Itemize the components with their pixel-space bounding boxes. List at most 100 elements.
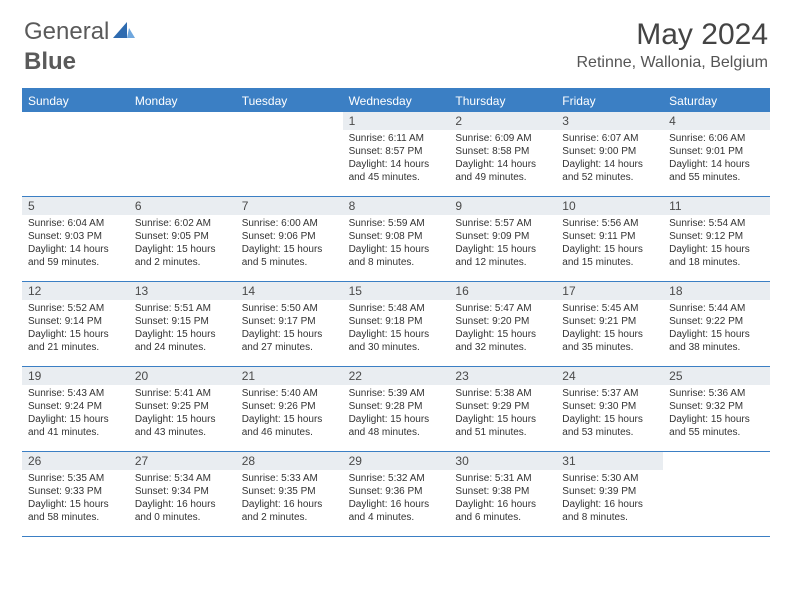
sunrise-text: Sunrise: 5:47 AM: [455, 302, 550, 315]
daylight-text: Daylight: 15 hours and 24 minutes.: [135, 328, 230, 354]
sunrise-text: Sunrise: 6:02 AM: [135, 217, 230, 230]
day-cell: 1Sunrise: 6:11 AMSunset: 8:57 PMDaylight…: [343, 112, 450, 196]
sunset-text: Sunset: 9:34 PM: [135, 485, 230, 498]
daylight-text: Daylight: 15 hours and 5 minutes.: [242, 243, 337, 269]
daylight-text: Daylight: 14 hours and 45 minutes.: [349, 158, 444, 184]
day-body: Sunrise: 5:54 AMSunset: 9:12 PMDaylight:…: [663, 215, 770, 273]
sunset-text: Sunset: 9:39 PM: [562, 485, 657, 498]
daylight-text: Daylight: 15 hours and 2 minutes.: [135, 243, 230, 269]
daylight-text: Daylight: 15 hours and 8 minutes.: [349, 243, 444, 269]
day-number: 5: [22, 197, 129, 215]
day-number: 29: [343, 452, 450, 470]
sunset-text: Sunset: 9:26 PM: [242, 400, 337, 413]
sunset-text: Sunset: 9:09 PM: [455, 230, 550, 243]
day-cell: 5Sunrise: 6:04 AMSunset: 9:03 PMDaylight…: [22, 197, 129, 281]
day-body: Sunrise: 5:45 AMSunset: 9:21 PMDaylight:…: [556, 300, 663, 358]
sunset-text: Sunset: 9:14 PM: [28, 315, 123, 328]
weeks-container: 1Sunrise: 6:11 AMSunset: 8:57 PMDaylight…: [22, 112, 770, 537]
sunset-text: Sunset: 9:18 PM: [349, 315, 444, 328]
day-body: Sunrise: 6:11 AMSunset: 8:57 PMDaylight:…: [343, 130, 450, 188]
day-cell: 13Sunrise: 5:51 AMSunset: 9:15 PMDayligh…: [129, 282, 236, 366]
dayname-fri: Friday: [556, 90, 663, 112]
day-number: 1: [343, 112, 450, 130]
day-number: 20: [129, 367, 236, 385]
daylight-text: Daylight: 15 hours and 12 minutes.: [455, 243, 550, 269]
day-cell: 14Sunrise: 5:50 AMSunset: 9:17 PMDayligh…: [236, 282, 343, 366]
sunset-text: Sunset: 9:35 PM: [242, 485, 337, 498]
day-number: 8: [343, 197, 450, 215]
daylight-text: Daylight: 15 hours and 53 minutes.: [562, 413, 657, 439]
sunrise-text: Sunrise: 5:38 AM: [455, 387, 550, 400]
day-cell: 3Sunrise: 6:07 AMSunset: 9:00 PMDaylight…: [556, 112, 663, 196]
sunrise-text: Sunrise: 5:33 AM: [242, 472, 337, 485]
sunrise-text: Sunrise: 5:59 AM: [349, 217, 444, 230]
sunset-text: Sunset: 9:30 PM: [562, 400, 657, 413]
sunset-text: Sunset: 9:21 PM: [562, 315, 657, 328]
day-number: 27: [129, 452, 236, 470]
daylight-text: Daylight: 15 hours and 58 minutes.: [28, 498, 123, 524]
sunrise-text: Sunrise: 5:50 AM: [242, 302, 337, 315]
sunset-text: Sunset: 9:05 PM: [135, 230, 230, 243]
day-number: 26: [22, 452, 129, 470]
header: General May 2024 Retinne, Wallonia, Belg…: [0, 0, 792, 80]
daylight-text: Daylight: 16 hours and 0 minutes.: [135, 498, 230, 524]
day-cell: 23Sunrise: 5:38 AMSunset: 9:29 PMDayligh…: [449, 367, 556, 451]
sunrise-text: Sunrise: 5:39 AM: [349, 387, 444, 400]
day-number: 7: [236, 197, 343, 215]
title-block: May 2024 Retinne, Wallonia, Belgium: [577, 18, 769, 72]
sunrise-text: Sunrise: 5:45 AM: [562, 302, 657, 315]
sunrise-text: Sunrise: 6:11 AM: [349, 132, 444, 145]
sunrise-text: Sunrise: 5:31 AM: [455, 472, 550, 485]
day-cell: 7Sunrise: 6:00 AMSunset: 9:06 PMDaylight…: [236, 197, 343, 281]
daylight-text: Daylight: 15 hours and 55 minutes.: [669, 413, 764, 439]
day-body: Sunrise: 5:48 AMSunset: 9:18 PMDaylight:…: [343, 300, 450, 358]
dayname-row: Sunday Monday Tuesday Wednesday Thursday…: [22, 90, 770, 112]
daylight-text: Daylight: 15 hours and 48 minutes.: [349, 413, 444, 439]
day-number: 11: [663, 197, 770, 215]
day-cell: 28Sunrise: 5:33 AMSunset: 9:35 PMDayligh…: [236, 452, 343, 536]
day-cell: 12Sunrise: 5:52 AMSunset: 9:14 PMDayligh…: [22, 282, 129, 366]
sunset-text: Sunset: 9:06 PM: [242, 230, 337, 243]
daylight-text: Daylight: 14 hours and 52 minutes.: [562, 158, 657, 184]
day-cell: 4Sunrise: 6:06 AMSunset: 9:01 PMDaylight…: [663, 112, 770, 196]
sunrise-text: Sunrise: 5:40 AM: [242, 387, 337, 400]
sunset-text: Sunset: 9:22 PM: [669, 315, 764, 328]
day-number: 2: [449, 112, 556, 130]
day-number: 21: [236, 367, 343, 385]
logo-text-1: General: [24, 18, 109, 46]
day-body: Sunrise: 5:34 AMSunset: 9:34 PMDaylight:…: [129, 470, 236, 528]
daylight-text: Daylight: 16 hours and 4 minutes.: [349, 498, 444, 524]
day-body: Sunrise: 5:31 AMSunset: 9:38 PMDaylight:…: [449, 470, 556, 528]
day-body: Sunrise: 5:59 AMSunset: 9:08 PMDaylight:…: [343, 215, 450, 273]
daylight-text: Daylight: 14 hours and 59 minutes.: [28, 243, 123, 269]
day-cell: 25Sunrise: 5:36 AMSunset: 9:32 PMDayligh…: [663, 367, 770, 451]
day-cell: [22, 112, 129, 196]
daylight-text: Daylight: 15 hours and 30 minutes.: [349, 328, 444, 354]
sunset-text: Sunset: 9:33 PM: [28, 485, 123, 498]
day-body: Sunrise: 5:52 AMSunset: 9:14 PMDaylight:…: [22, 300, 129, 358]
day-cell: [236, 112, 343, 196]
sunrise-text: Sunrise: 5:30 AM: [562, 472, 657, 485]
calendar: Sunday Monday Tuesday Wednesday Thursday…: [22, 88, 770, 537]
day-body: Sunrise: 5:39 AMSunset: 9:28 PMDaylight:…: [343, 385, 450, 443]
day-cell: 30Sunrise: 5:31 AMSunset: 9:38 PMDayligh…: [449, 452, 556, 536]
week-row: 12Sunrise: 5:52 AMSunset: 9:14 PMDayligh…: [22, 282, 770, 367]
day-number: 25: [663, 367, 770, 385]
day-cell: 26Sunrise: 5:35 AMSunset: 9:33 PMDayligh…: [22, 452, 129, 536]
sunset-text: Sunset: 9:00 PM: [562, 145, 657, 158]
daylight-text: Daylight: 16 hours and 2 minutes.: [242, 498, 337, 524]
sunrise-text: Sunrise: 6:04 AM: [28, 217, 123, 230]
day-number: 30: [449, 452, 556, 470]
sunrise-text: Sunrise: 5:36 AM: [669, 387, 764, 400]
month-title: May 2024: [577, 18, 769, 52]
day-number: 14: [236, 282, 343, 300]
sunrise-text: Sunrise: 5:51 AM: [135, 302, 230, 315]
day-cell: 8Sunrise: 5:59 AMSunset: 9:08 PMDaylight…: [343, 197, 450, 281]
day-number: 15: [343, 282, 450, 300]
sunrise-text: Sunrise: 5:56 AM: [562, 217, 657, 230]
daylight-text: Daylight: 14 hours and 49 minutes.: [455, 158, 550, 184]
sunrise-text: Sunrise: 5:32 AM: [349, 472, 444, 485]
sunset-text: Sunset: 9:28 PM: [349, 400, 444, 413]
location: Retinne, Wallonia, Belgium: [577, 54, 769, 72]
day-body: Sunrise: 6:09 AMSunset: 8:58 PMDaylight:…: [449, 130, 556, 188]
